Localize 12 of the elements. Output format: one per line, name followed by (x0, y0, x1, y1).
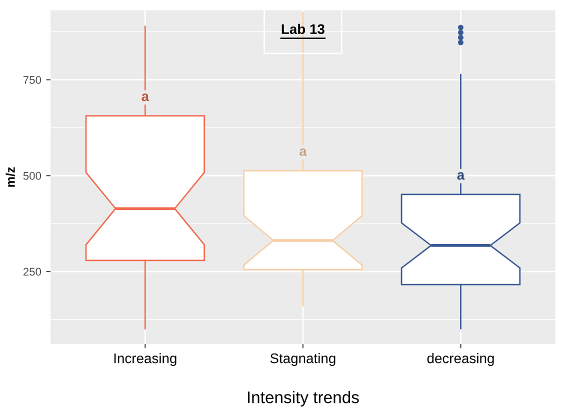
annotation: a (299, 148, 307, 156)
y-tick-label: 500 (23, 172, 42, 180)
y-tick-label: 750 (23, 76, 42, 84)
text: Lab 13 (282, 24, 324, 34)
annotation: a (457, 172, 465, 180)
x-tick-label: Increasing (114, 353, 176, 366)
annotation: a (142, 94, 150, 102)
x-tick-label: Stagnating (270, 353, 336, 366)
x-tick-label: decreasing (427, 353, 494, 366)
x-axis-title: Intensity trends (248, 390, 359, 407)
y-tick-label: 250 (23, 268, 42, 276)
y-axis-title: m/z (6, 167, 16, 187)
